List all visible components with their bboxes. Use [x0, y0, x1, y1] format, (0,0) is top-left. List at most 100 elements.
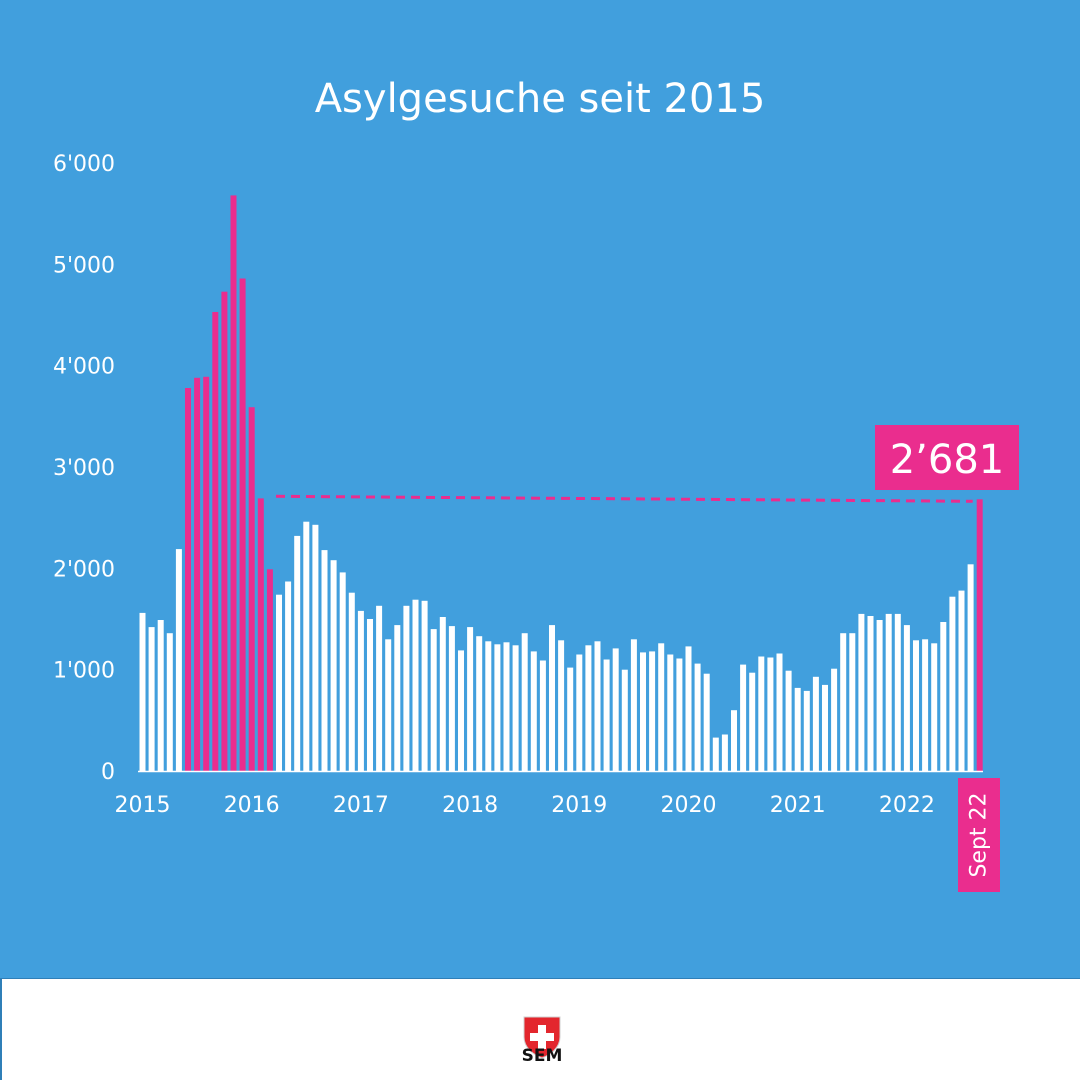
bar — [803, 690, 810, 771]
bar — [339, 572, 346, 771]
bar — [139, 612, 146, 771]
bar — [376, 605, 383, 771]
bar — [585, 645, 592, 771]
bar — [913, 640, 919, 771]
bar — [257, 498, 264, 771]
x-tick-label: 2022 — [879, 793, 935, 818]
bar — [931, 643, 938, 771]
bar — [567, 667, 574, 771]
bar — [721, 734, 728, 771]
bar — [822, 684, 828, 771]
bar — [858, 613, 865, 771]
bar — [385, 639, 392, 771]
bar — [276, 594, 282, 771]
bar — [175, 549, 182, 771]
brand-name: SEM — [521, 1046, 563, 1066]
bar — [467, 627, 474, 771]
bar — [330, 560, 337, 771]
bar — [576, 654, 583, 771]
bar — [658, 643, 665, 771]
bar — [667, 654, 674, 771]
y-tick-label: 2'000 — [53, 557, 115, 582]
bar — [430, 629, 437, 771]
bar — [794, 687, 801, 771]
bar — [212, 312, 219, 771]
bar — [740, 664, 747, 771]
bar — [166, 633, 173, 771]
bar — [239, 278, 246, 771]
bar — [421, 600, 428, 771]
bar — [621, 669, 628, 771]
bar — [230, 195, 237, 771]
chart-title: Asylgesuche seit 2015 — [314, 76, 766, 122]
x-tick-label: 2019 — [551, 793, 607, 818]
bar — [885, 613, 892, 771]
bar — [876, 620, 883, 771]
bar — [603, 659, 610, 771]
bar — [867, 616, 874, 771]
y-tick-label: 1'000 — [53, 659, 115, 684]
bar — [703, 673, 710, 771]
value-callout — [875, 425, 1019, 490]
bar — [812, 676, 819, 771]
bar — [357, 610, 364, 771]
bar — [221, 291, 228, 771]
bar — [630, 639, 637, 771]
bar — [676, 658, 683, 771]
bar — [521, 633, 528, 771]
bar — [512, 645, 519, 771]
bar — [903, 625, 910, 771]
bar — [967, 564, 974, 771]
bar — [758, 656, 765, 771]
x-tick-label: 2021 — [770, 793, 826, 818]
bar — [849, 633, 856, 771]
bar — [940, 622, 947, 771]
bar — [649, 651, 656, 771]
reference-line — [275, 494, 973, 503]
bar — [303, 521, 310, 771]
bar — [394, 625, 401, 771]
bar — [612, 648, 619, 771]
bar — [439, 617, 446, 771]
bar — [294, 535, 301, 771]
y-tick-label: 3'000 — [53, 456, 115, 481]
swiss-shield-icon — [523, 1016, 561, 1059]
last-month-box — [958, 778, 1000, 892]
bar — [476, 636, 483, 771]
bar — [412, 599, 419, 771]
bar — [194, 377, 201, 771]
bar — [403, 605, 410, 771]
x-tick-label: 2020 — [661, 793, 717, 818]
bar — [539, 660, 546, 771]
bar — [749, 672, 756, 771]
bar — [785, 670, 792, 771]
bar — [485, 641, 492, 771]
bar — [285, 581, 292, 771]
bar — [712, 737, 719, 771]
x-tick-label: 2016 — [224, 793, 280, 818]
y-tick-label: 6'000 — [53, 152, 115, 177]
bar — [831, 668, 838, 771]
bar — [894, 613, 901, 771]
bar — [922, 639, 929, 771]
bar — [448, 626, 455, 771]
bar — [958, 590, 965, 771]
bar — [157, 620, 164, 771]
last-month-label: Sept 22 — [967, 792, 992, 877]
bar — [348, 592, 355, 771]
bar — [976, 499, 983, 771]
bar — [694, 663, 701, 771]
bar — [594, 641, 601, 771]
bar — [312, 524, 319, 771]
bar — [640, 652, 646, 771]
bar — [731, 710, 737, 771]
x-tick-label: 2015 — [115, 793, 171, 818]
y-tick-label: 0 — [101, 760, 115, 785]
value-callout-label: 2’681 — [890, 437, 1005, 483]
bar — [248, 407, 255, 771]
bar — [203, 376, 210, 771]
bar — [266, 569, 273, 771]
bar — [321, 550, 328, 771]
bar — [148, 627, 155, 771]
y-tick-label: 4'000 — [53, 355, 115, 380]
